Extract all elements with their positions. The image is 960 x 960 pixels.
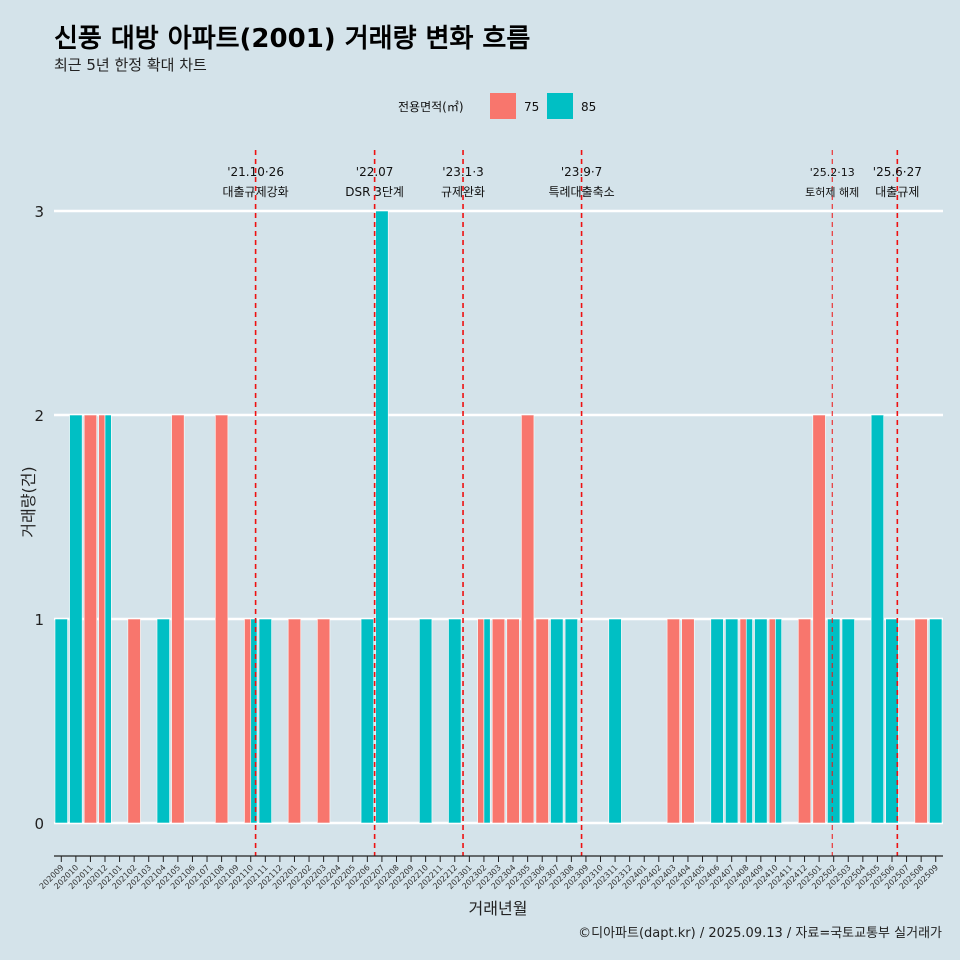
- bar-202212-85: [448, 618, 462, 824]
- bar-202406-85: [710, 618, 724, 824]
- bar-202102-75: [127, 618, 141, 824]
- bar-202408-75: [739, 618, 747, 824]
- bar-202408-85: [745, 618, 753, 824]
- bar-202508-75: [914, 618, 928, 824]
- bar-202503-85: [841, 618, 855, 824]
- event-name-label: DSR 3단계: [345, 185, 404, 199]
- bar-202304-75: [506, 618, 520, 824]
- bar-202009-85: [54, 618, 68, 824]
- bar-202206-85: [360, 618, 374, 824]
- bar-202311-85: [608, 618, 622, 824]
- bar-202302-75: [477, 618, 485, 824]
- y-tick-label: 3: [34, 203, 44, 221]
- bar-202207-85: [375, 210, 389, 824]
- bar-202210-85: [419, 618, 433, 824]
- bar-202201-75: [287, 618, 302, 824]
- chart-subtitle: 최근 5년 한정 확대 차트: [54, 56, 207, 74]
- legend-swatch-85: [547, 93, 573, 119]
- bar-202010-85: [69, 414, 83, 824]
- bar-202012-85: [104, 414, 112, 824]
- bar-202105-75: [171, 414, 185, 824]
- bar-202108-75: [215, 414, 229, 824]
- bar-202410-85: [775, 618, 782, 824]
- event-name-label: 대출규제강화: [222, 185, 288, 199]
- bar-202501-75: [812, 414, 826, 824]
- event-date-label: '25.6·27: [873, 165, 922, 179]
- bar-202407-85: [725, 618, 739, 824]
- legend-title: 전용면적(㎡): [398, 100, 464, 114]
- bar-202302-85: [483, 618, 491, 824]
- legend-label-85: 85: [581, 100, 596, 114]
- y-tick-label: 0: [34, 815, 44, 833]
- bar-202502-85: [827, 618, 841, 824]
- bar-202303-75: [491, 618, 506, 824]
- bar-202011-75: [83, 414, 98, 824]
- legend-swatch-75: [490, 93, 516, 119]
- bar-202111-85: [258, 618, 272, 824]
- legend-label-75: 75: [524, 100, 539, 114]
- bar-202308-85: [564, 618, 578, 824]
- bar-202307-85: [550, 618, 564, 824]
- event-name-label: 토허제 해제: [805, 185, 859, 199]
- y-axis-title: 거래량(건): [19, 466, 38, 537]
- bar-202509-85: [929, 618, 943, 824]
- bar-202506-85: [885, 618, 899, 824]
- event-date-label: '21.10·26: [227, 165, 284, 179]
- bar-202306-75: [535, 618, 549, 824]
- bar-202403-75: [666, 618, 680, 824]
- bar-202104-85: [156, 618, 170, 824]
- x-axis-title: 거래년월: [469, 899, 528, 918]
- event-name-label: 규제완화: [441, 185, 485, 199]
- bar-202110-85: [250, 618, 258, 824]
- event-date-label: '25.2·13: [810, 166, 855, 179]
- bar-202012-75: [98, 414, 106, 824]
- bar-202404-75: [681, 618, 695, 824]
- bar-202110-75: [244, 618, 252, 824]
- bar-202203-75: [317, 618, 331, 824]
- bar-202410-75: [768, 618, 776, 824]
- event-date-label: '23.9·7: [561, 165, 602, 179]
- chart-title: 신풍 대방 아파트(2001) 거래량 변화 흐름: [54, 24, 531, 54]
- bar-202505-85: [870, 414, 885, 824]
- chart-caption: ©디아파트(dapt.kr) / 2025.09.13 / 자료=국토교통부 실…: [578, 926, 942, 941]
- y-tick-label: 2: [34, 407, 44, 425]
- event-name-label: 특례대출축소: [548, 185, 614, 199]
- y-tick-label: 1: [34, 611, 44, 629]
- bar-202409-85: [754, 618, 768, 824]
- event-date-label: '22.07: [356, 165, 394, 179]
- bar-202412-75: [797, 618, 812, 824]
- event-date-label: '23.1·3: [442, 165, 483, 179]
- event-name-label: 대출규제: [875, 185, 919, 199]
- legend: 전용면적(㎡) 75 85: [398, 93, 596, 119]
- bar-202305-75: [521, 414, 535, 824]
